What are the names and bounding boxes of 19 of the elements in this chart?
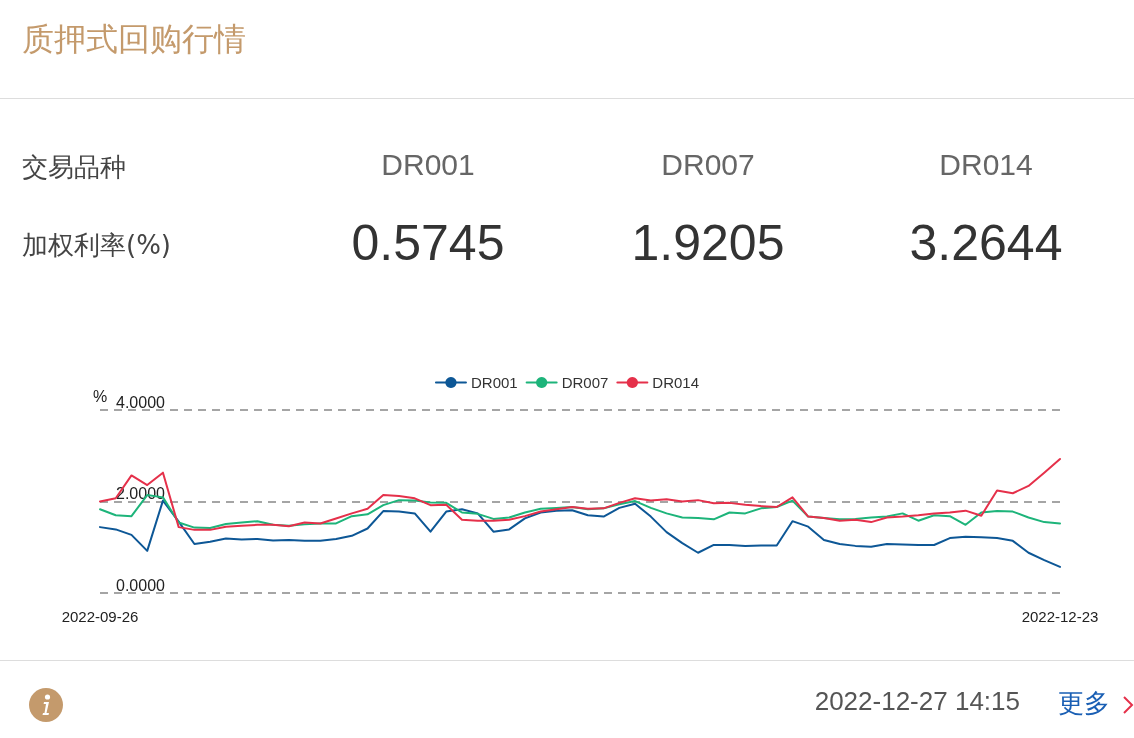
text: 0.5745 <box>351 214 505 272</box>
text: DR007 <box>661 148 755 181</box>
x-tick-label: 2022-12-23 <box>1021 608 1099 625</box>
text: 加权利率(%) <box>22 229 171 262</box>
y-tick-label: 0.0000 <box>116 576 166 594</box>
text: DR014 <box>939 148 1033 181</box>
text: DR001 <box>381 148 475 181</box>
text: 交易品种 <box>22 151 126 184</box>
y-axis-title: % <box>92 387 108 405</box>
legend-label: DR001 <box>470 374 518 391</box>
text: 2022-12-27 14:15 <box>814 686 1020 717</box>
chart-title: 质押式回购行情 <box>22 19 246 60</box>
x-tick-label: 2022-09-26 <box>61 608 139 625</box>
text: 1.9205 <box>631 214 785 272</box>
text: 3.2644 <box>909 214 1063 272</box>
legend-label: DR007 <box>561 374 609 391</box>
y-tick-label: 4.0000 <box>116 393 166 411</box>
text: 更多 <box>1058 687 1110 720</box>
legend-label: DR014 <box>652 374 700 391</box>
